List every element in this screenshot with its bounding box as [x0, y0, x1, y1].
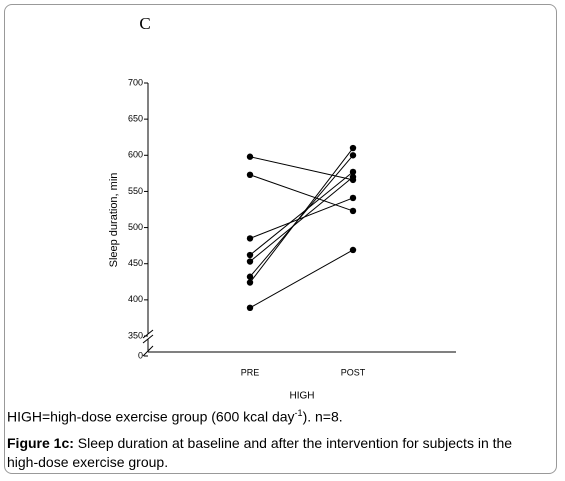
y-tick-label: 700	[128, 77, 143, 87]
data-point	[246, 235, 254, 242]
figure-frame	[4, 4, 557, 474]
y-tick-label: 600	[128, 150, 143, 160]
y-tick-label: 0	[138, 350, 143, 360]
caption: Figure 1c: Sleep duration at baseline an…	[7, 434, 547, 472]
subject-line	[249, 174, 354, 212]
y-tick-label: 550	[128, 186, 143, 196]
data-point	[246, 304, 254, 312]
note-tail: ). n=8.	[302, 408, 343, 425]
y-tick-label: 650	[128, 114, 143, 124]
note-superscript: -1	[294, 408, 303, 418]
y-tick-label: 450	[128, 258, 143, 268]
note: HIGH=high-dose exercise group (600 kcal …	[7, 408, 343, 425]
x-tick-label: PRE	[241, 367, 260, 377]
data-point	[349, 207, 357, 215]
data-point	[246, 171, 254, 179]
data-point	[349, 194, 357, 202]
y-tick-label: 400	[128, 294, 143, 304]
data-point	[246, 251, 254, 259]
subject-line	[249, 176, 354, 262]
subject-line	[249, 249, 354, 309]
y-tick-label: 500	[128, 222, 143, 232]
data-point	[349, 168, 357, 176]
caption-text: Sleep duration at baseline and after the…	[7, 435, 513, 470]
caption-label: Figure 1c:	[7, 435, 74, 451]
x-axis-label: HIGH	[290, 391, 315, 400]
y-axis-label: Sleep duration, min	[108, 173, 120, 268]
data-point	[246, 258, 254, 265]
data-point	[349, 173, 357, 181]
axis-break	[142, 345, 154, 357]
data-point	[246, 279, 254, 286]
subject-line	[249, 147, 354, 283]
axes	[142, 83, 456, 357]
subject-line	[249, 197, 354, 239]
note-text: HIGH=high-dose exercise group (600 kcal …	[7, 408, 295, 425]
data-point	[246, 153, 254, 160]
axis-break	[142, 329, 154, 339]
subject-line	[249, 171, 354, 256]
data-point	[246, 273, 254, 280]
chart-title: C	[139, 14, 150, 33]
data-point	[349, 152, 357, 159]
data-point	[349, 246, 357, 254]
y-tick-label: 350	[128, 330, 143, 340]
data-point	[349, 144, 357, 152]
chart: C Sleep duration, min HIGH 0 350 400 450 500…	[108, 14, 456, 400]
x-tick-label: POST	[341, 367, 366, 377]
